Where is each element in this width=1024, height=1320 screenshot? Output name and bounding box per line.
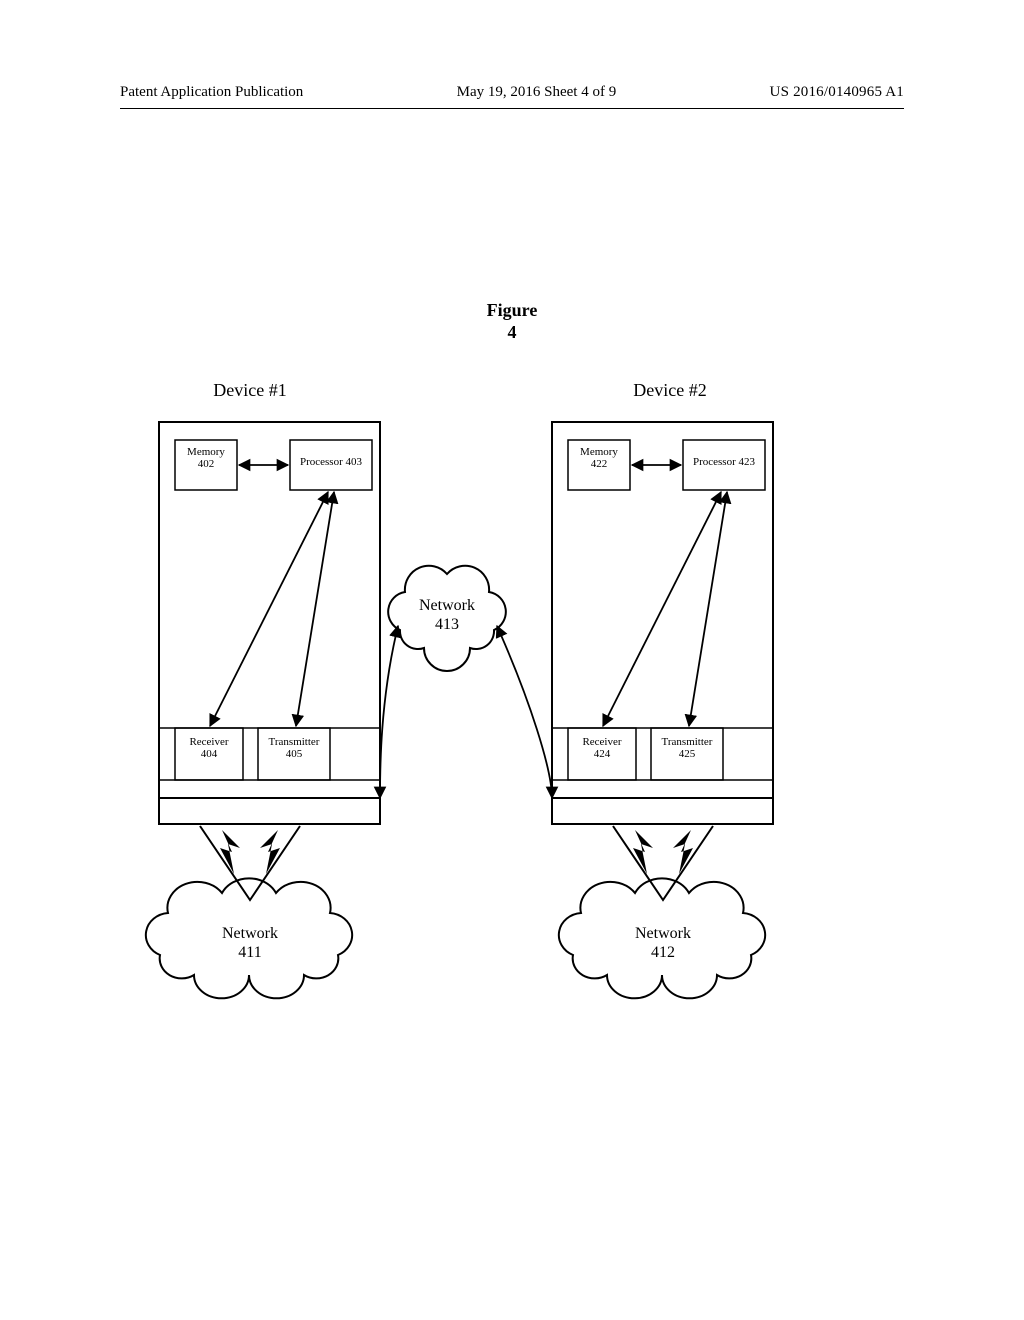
device2-processor-text: Processor 423 [683, 456, 765, 468]
diagram-svg: Memory 402 Processor 403 Receiver 404 Tr… [0, 0, 1024, 1320]
device1-receiver-text: Receiver 404 [175, 736, 243, 760]
device2-memory-text: Memory 422 [568, 446, 630, 470]
network-left-text: Network 411 [190, 924, 310, 962]
device1-bolt-right [260, 830, 280, 874]
device1-bolt-left [220, 830, 240, 874]
device1-processor-text: Processor 403 [290, 456, 372, 468]
device2-bolt-left [633, 830, 653, 874]
device1-memory-text: Memory 402 [175, 446, 237, 470]
network-right-text: Network 412 [603, 924, 723, 962]
device1-bottom-strip [159, 798, 380, 824]
cloud-to-device2-arrow [497, 626, 552, 798]
cloud-to-device1-arrow [380, 626, 398, 798]
device2-proc-rx-arrow [603, 492, 721, 726]
device1-proc-tx-arrow [296, 492, 334, 726]
device2-bottom-strip [552, 798, 773, 824]
device2-proc-tx-arrow [689, 492, 727, 726]
device1-transmitter-text: Transmitter 405 [258, 736, 330, 760]
page: Patent Application Publication May 19, 2… [0, 0, 1024, 1320]
device2-bolt-right [673, 830, 693, 874]
device1-proc-rx-arrow [210, 492, 328, 726]
device2-receiver-text: Receiver 424 [568, 736, 636, 760]
device2-transmitter-text: Transmitter 425 [651, 736, 723, 760]
network-center-text: Network 413 [400, 596, 494, 634]
